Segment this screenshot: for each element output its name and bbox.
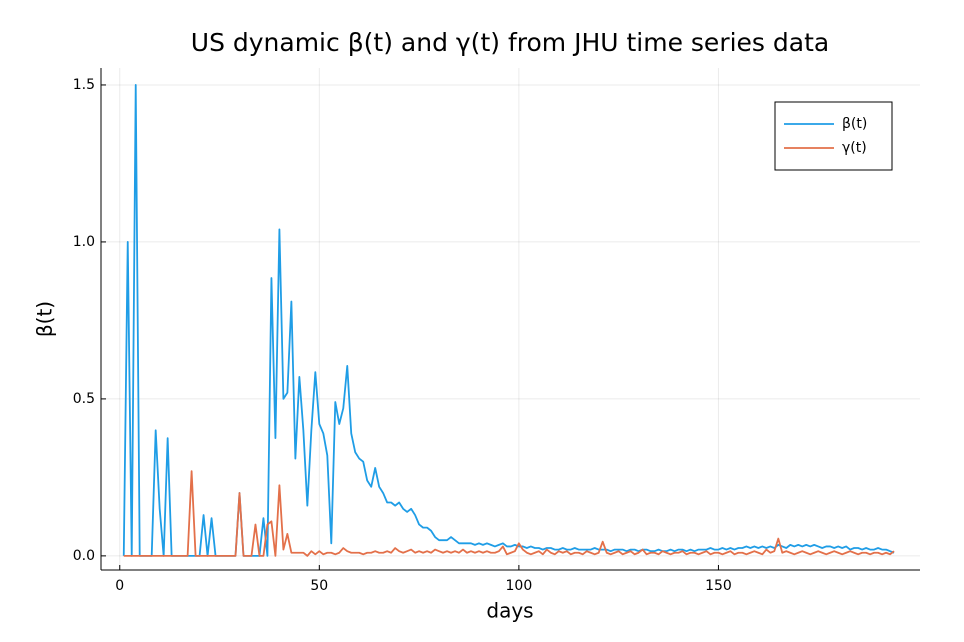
y-axis-label: β(t)	[33, 301, 57, 337]
chart-title: US dynamic β(t) and γ(t) from JHU time s…	[191, 28, 829, 57]
x-tick-label: 100	[506, 578, 533, 594]
y-tick-label: 0.5	[73, 391, 95, 407]
legend-label: γ(t)	[842, 140, 867, 156]
x-tick-label: 50	[310, 578, 328, 594]
x-tick-label: 150	[705, 578, 732, 594]
legend-box	[774, 101, 893, 171]
y-tick-label: 1.5	[73, 77, 95, 93]
x-axis-label: days	[486, 599, 533, 623]
y-tick-label: 1.0	[73, 234, 95, 250]
legend-label: β(t)	[842, 116, 867, 132]
x-tick-label: 0	[115, 578, 124, 594]
series-line	[123, 470, 895, 557]
y-tick-label: 0.0	[73, 548, 95, 564]
